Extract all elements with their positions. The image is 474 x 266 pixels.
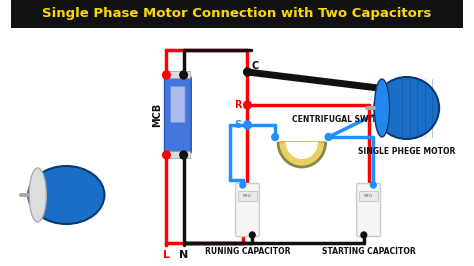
FancyBboxPatch shape [359,191,378,201]
Circle shape [249,232,255,238]
Text: CENTRIFUGAL SWITCH: CENTRIFUGAL SWITCH [292,114,389,123]
Text: SINGLE PHEGE MOTOR: SINGLE PHEGE MOTOR [358,147,456,156]
Text: Single Phase Motor Connection with Two Capacitors: Single Phase Motor Connection with Two C… [42,7,432,20]
Ellipse shape [374,79,390,137]
FancyBboxPatch shape [165,72,191,78]
Text: MFD: MFD [364,194,373,198]
Text: RUNING CAPACITOR: RUNING CAPACITOR [205,247,290,256]
Circle shape [240,182,246,188]
FancyBboxPatch shape [238,191,257,201]
FancyBboxPatch shape [171,86,185,123]
Text: L: L [163,250,170,260]
Text: N: N [179,250,188,260]
Ellipse shape [374,77,439,139]
Circle shape [272,134,279,140]
Text: S: S [235,120,242,130]
Circle shape [325,134,332,140]
Circle shape [163,151,170,159]
Wedge shape [278,142,326,167]
Text: R: R [234,100,242,110]
FancyBboxPatch shape [236,184,259,236]
Circle shape [244,121,251,129]
Circle shape [244,68,251,76]
FancyBboxPatch shape [11,0,463,28]
Circle shape [180,151,187,159]
Text: MCB: MCB [153,103,163,127]
Circle shape [244,101,251,109]
Text: C: C [251,61,258,71]
FancyBboxPatch shape [356,184,381,236]
Circle shape [180,71,187,79]
Wedge shape [286,142,318,159]
Circle shape [361,232,367,238]
Ellipse shape [29,168,46,222]
FancyBboxPatch shape [164,77,191,153]
Ellipse shape [28,166,104,224]
Text: STARTING CAPACITOR: STARTING CAPACITOR [322,247,416,256]
Circle shape [371,182,376,188]
Circle shape [163,71,170,79]
FancyBboxPatch shape [165,152,191,159]
Text: MFD: MFD [243,194,252,198]
